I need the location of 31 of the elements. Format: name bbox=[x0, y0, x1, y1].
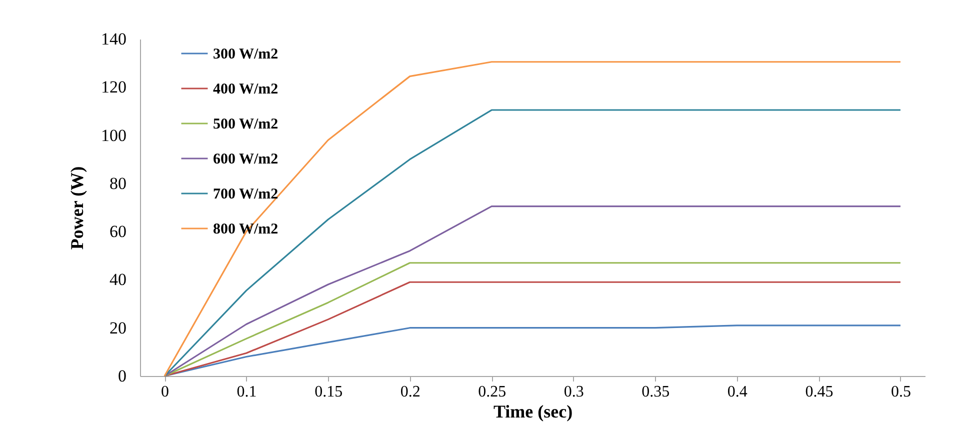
line-series bbox=[164, 109, 902, 377]
x-tick-label: 0.3 bbox=[564, 384, 584, 400]
x-tick-label: 0.1 bbox=[236, 384, 257, 400]
y-tick-label: 140 bbox=[101, 30, 126, 48]
x-tick-label: 0.45 bbox=[805, 384, 834, 400]
x-tick-label: 0.2 bbox=[400, 384, 420, 400]
line-series bbox=[164, 324, 902, 377]
y-tick-label: 80 bbox=[110, 174, 126, 193]
y-tick-label: 20 bbox=[110, 318, 126, 338]
x-axis-title: Time (sec) bbox=[493, 402, 573, 422]
x-tick-label: 0.5 bbox=[890, 384, 911, 400]
legend-label: 300 W/m2 bbox=[213, 46, 278, 62]
y-tick-label: 120 bbox=[101, 78, 126, 97]
x-tick-label: 0.4 bbox=[727, 384, 748, 400]
line-series bbox=[164, 281, 902, 377]
y-tick-label: 40 bbox=[110, 270, 126, 290]
line-series bbox=[164, 262, 902, 377]
legend-label: 400 W/m2 bbox=[213, 82, 278, 98]
legend-label: 600 W/m2 bbox=[213, 152, 278, 168]
line-series bbox=[164, 61, 902, 377]
x-tick-label: 0.15 bbox=[314, 384, 343, 400]
line-series bbox=[164, 205, 902, 377]
y-tick-label: 100 bbox=[101, 126, 126, 145]
y-tick-label: 0 bbox=[118, 366, 126, 386]
x-tick-label: 0.35 bbox=[642, 384, 670, 400]
x-tick-label: 0.25 bbox=[478, 384, 506, 400]
x-tick-label: 0 bbox=[161, 384, 170, 400]
legend-label: 700 W/m2 bbox=[213, 186, 278, 202]
legend-label: 500 W/m2 bbox=[213, 116, 278, 132]
y-tick-label: 60 bbox=[110, 222, 126, 242]
y-axis-title: Power (W) bbox=[67, 166, 87, 250]
